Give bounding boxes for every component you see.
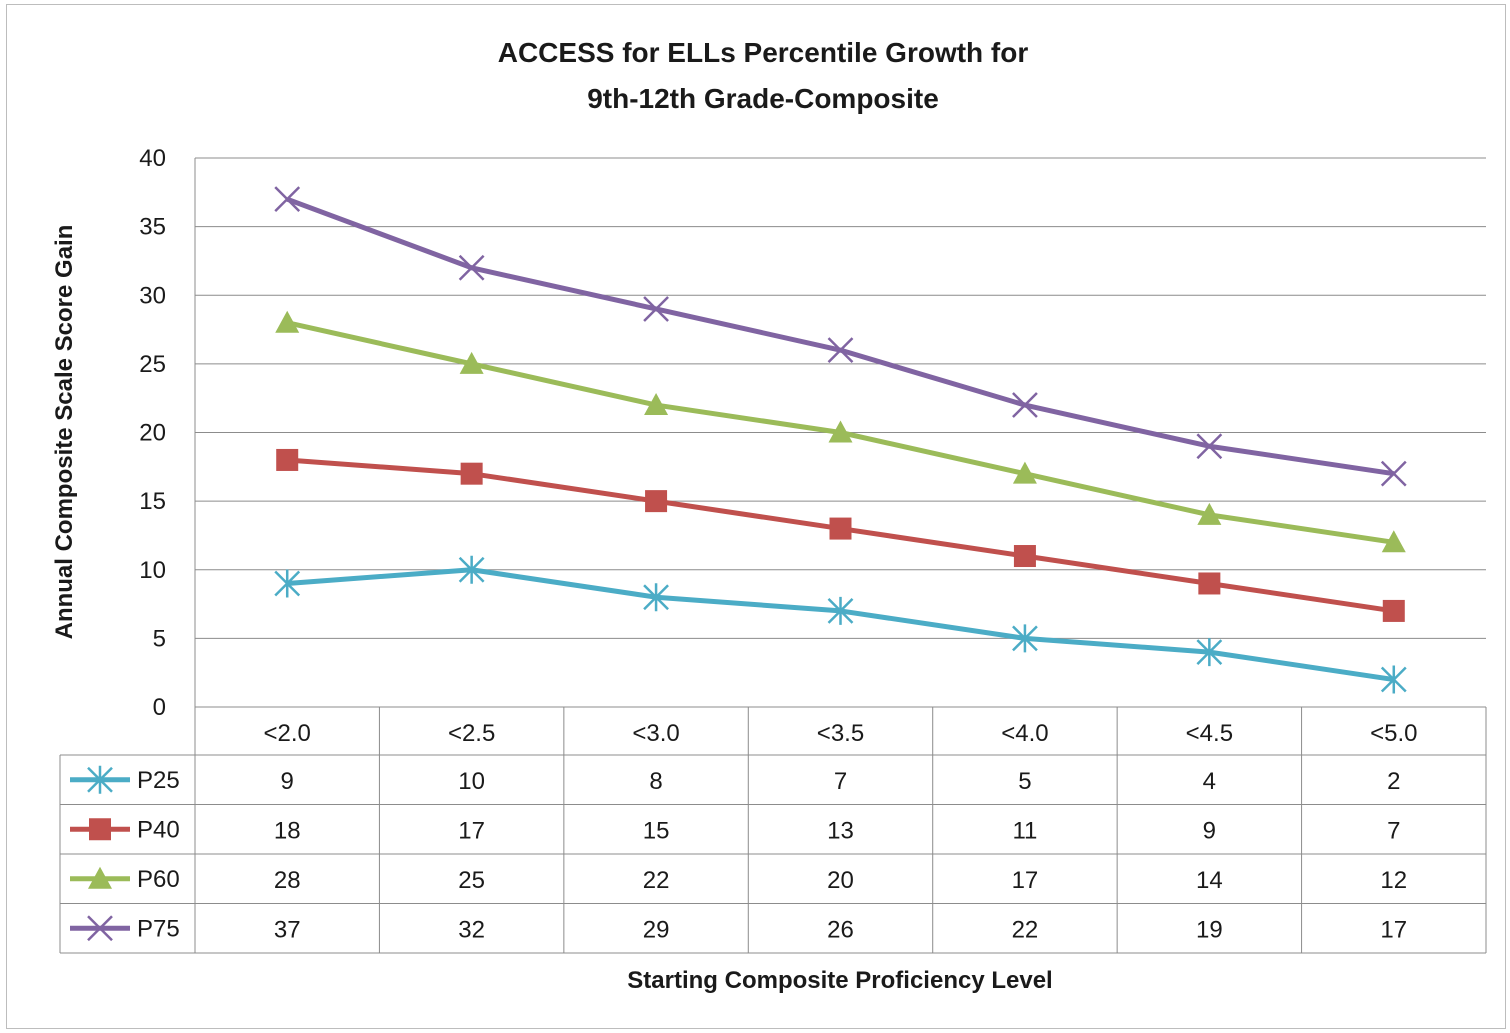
- x-tick-<5.0: <5.0: [1370, 720, 1417, 747]
- x-tick-<4.5: <4.5: [1186, 720, 1233, 747]
- point-p75-6: [1380, 460, 1407, 487]
- table-cell-p25-5: 4: [1203, 768, 1216, 795]
- table-cell-p60-6: 12: [1380, 867, 1407, 894]
- y-tick-20: 20: [139, 420, 166, 447]
- y-tick-labels: 0 5 10 15 20 25 30 35 40: [139, 145, 166, 721]
- legend-label-p40: P40: [137, 816, 180, 843]
- point-p40-2: [645, 490, 668, 513]
- table-cell-p75-5: 19: [1196, 916, 1223, 943]
- point-p60-2: [644, 393, 669, 416]
- point-p25-1: [458, 555, 485, 584]
- y-tick-10: 10: [139, 557, 166, 584]
- table-cell-p60-1: 25: [458, 867, 485, 894]
- y-tick-35: 35: [139, 214, 166, 241]
- series-p60: [275, 310, 1406, 553]
- point-p75-0: [274, 186, 301, 213]
- x-tick-<3.5: <3.5: [817, 720, 864, 747]
- y-tick-15: 15: [139, 488, 166, 515]
- table-cell-p60-2: 22: [643, 867, 670, 894]
- point-p40-0: [276, 448, 299, 471]
- table-cell-p40-3: 13: [827, 817, 854, 844]
- legend-p75: P75: [70, 915, 180, 942]
- point-p75-4: [1012, 392, 1038, 418]
- point-p75-3: [827, 337, 854, 364]
- table-cell-p25-2: 8: [649, 768, 662, 795]
- table-cell-p75-0: 37: [274, 916, 301, 943]
- point-p25-5: [1196, 638, 1223, 667]
- table-cell-p25-1: 10: [458, 768, 485, 795]
- point-p40-1: [460, 462, 483, 485]
- table-cell-p60-4: 17: [1012, 867, 1039, 894]
- table-cell-p75-2: 29: [643, 916, 670, 943]
- y-tick-40: 40: [139, 145, 166, 172]
- point-p60-0: [275, 310, 300, 333]
- x-tick-<2.5: <2.5: [448, 720, 495, 747]
- point-p25-2: [643, 583, 669, 612]
- table-cell-p25-6: 2: [1387, 768, 1400, 795]
- point-p40-6: [1382, 599, 1405, 622]
- series-p75: [274, 186, 1407, 487]
- x-tick-<4.0: <4.0: [1001, 720, 1048, 747]
- legend-label-p60: P60: [137, 866, 180, 893]
- x-axis-title: Starting Composite Proficiency Level: [627, 967, 1052, 994]
- chart-title-line-2: 9th-12th Grade-Composite: [587, 83, 939, 114]
- table-cell-p40-0: 18: [274, 817, 301, 844]
- x-tick-<2.0: <2.0: [264, 720, 311, 747]
- table-cell-p40-6: 7: [1387, 817, 1400, 844]
- table-cell-p25-3: 7: [834, 768, 847, 795]
- data-table: <2.0 <2.5 <3.0 <3.5 <4.0 <4.5 <5.0 P25 9 10 8 7 5 4 2 P…: [59, 706, 1487, 954]
- table-cell-p60-5: 14: [1196, 867, 1223, 894]
- legend-p60: P60: [70, 866, 180, 893]
- y-tick-25: 25: [139, 351, 166, 378]
- point-p25-4: [1012, 624, 1038, 653]
- point-p60-1: [459, 351, 484, 374]
- table-cell-p40-4: 11: [1012, 817, 1037, 844]
- chart-title-line-1: ACCESS for ELLs Percentile Growth for: [498, 37, 1029, 68]
- point-p60-5: [1197, 502, 1222, 525]
- legend-p25: P25: [70, 765, 180, 794]
- point-p60-6: [1381, 530, 1406, 553]
- point-p40-5: [1198, 572, 1221, 595]
- y-tick-0: 0: [153, 694, 166, 721]
- point-p75-2: [643, 296, 669, 322]
- legend-marker-p40: [89, 818, 111, 841]
- point-p60-4: [1012, 461, 1037, 484]
- legend-marker-p25: [87, 765, 113, 794]
- table-cell-p25-4: 5: [1018, 768, 1031, 795]
- y-tick-30: 30: [139, 282, 166, 309]
- point-p40-3: [829, 517, 852, 540]
- legend-label-p75: P75: [137, 915, 180, 942]
- point-p25-3: [827, 596, 854, 625]
- table-cell-p60-3: 20: [827, 867, 854, 894]
- y-axis-title: Annual Composite Scale Score Gain: [51, 225, 78, 640]
- legend-marker-p75: [87, 915, 113, 942]
- point-p60-3: [828, 420, 853, 443]
- point-p25-0: [274, 569, 301, 598]
- point-p40-4: [1013, 545, 1036, 568]
- table-cell-p40-5: 9: [1203, 817, 1216, 844]
- table-cell-p75-4: 22: [1012, 916, 1039, 943]
- table-cell-p75-6: 17: [1380, 916, 1407, 943]
- legend-label-p25: P25: [137, 767, 180, 794]
- table-cell-p75-1: 32: [458, 916, 485, 943]
- series-lines: [274, 186, 1407, 694]
- y-tick-5: 5: [153, 625, 166, 652]
- legend-p40: P40: [70, 816, 180, 843]
- table-cell-p40-1: 17: [458, 817, 485, 844]
- x-tick-<3.0: <3.0: [632, 720, 679, 747]
- table-cell-p40-2: 15: [643, 817, 670, 844]
- table-cell-p25-0: 9: [281, 768, 294, 795]
- point-p25-6: [1380, 665, 1407, 694]
- series-p40: [276, 448, 1405, 622]
- series-p25: [274, 555, 1407, 694]
- point-p75-1: [458, 254, 485, 281]
- point-p75-5: [1196, 433, 1223, 460]
- table-cell-p60-0: 28: [274, 867, 301, 894]
- legend-marker-p60: [88, 866, 112, 889]
- table-cell-p75-3: 26: [827, 916, 854, 943]
